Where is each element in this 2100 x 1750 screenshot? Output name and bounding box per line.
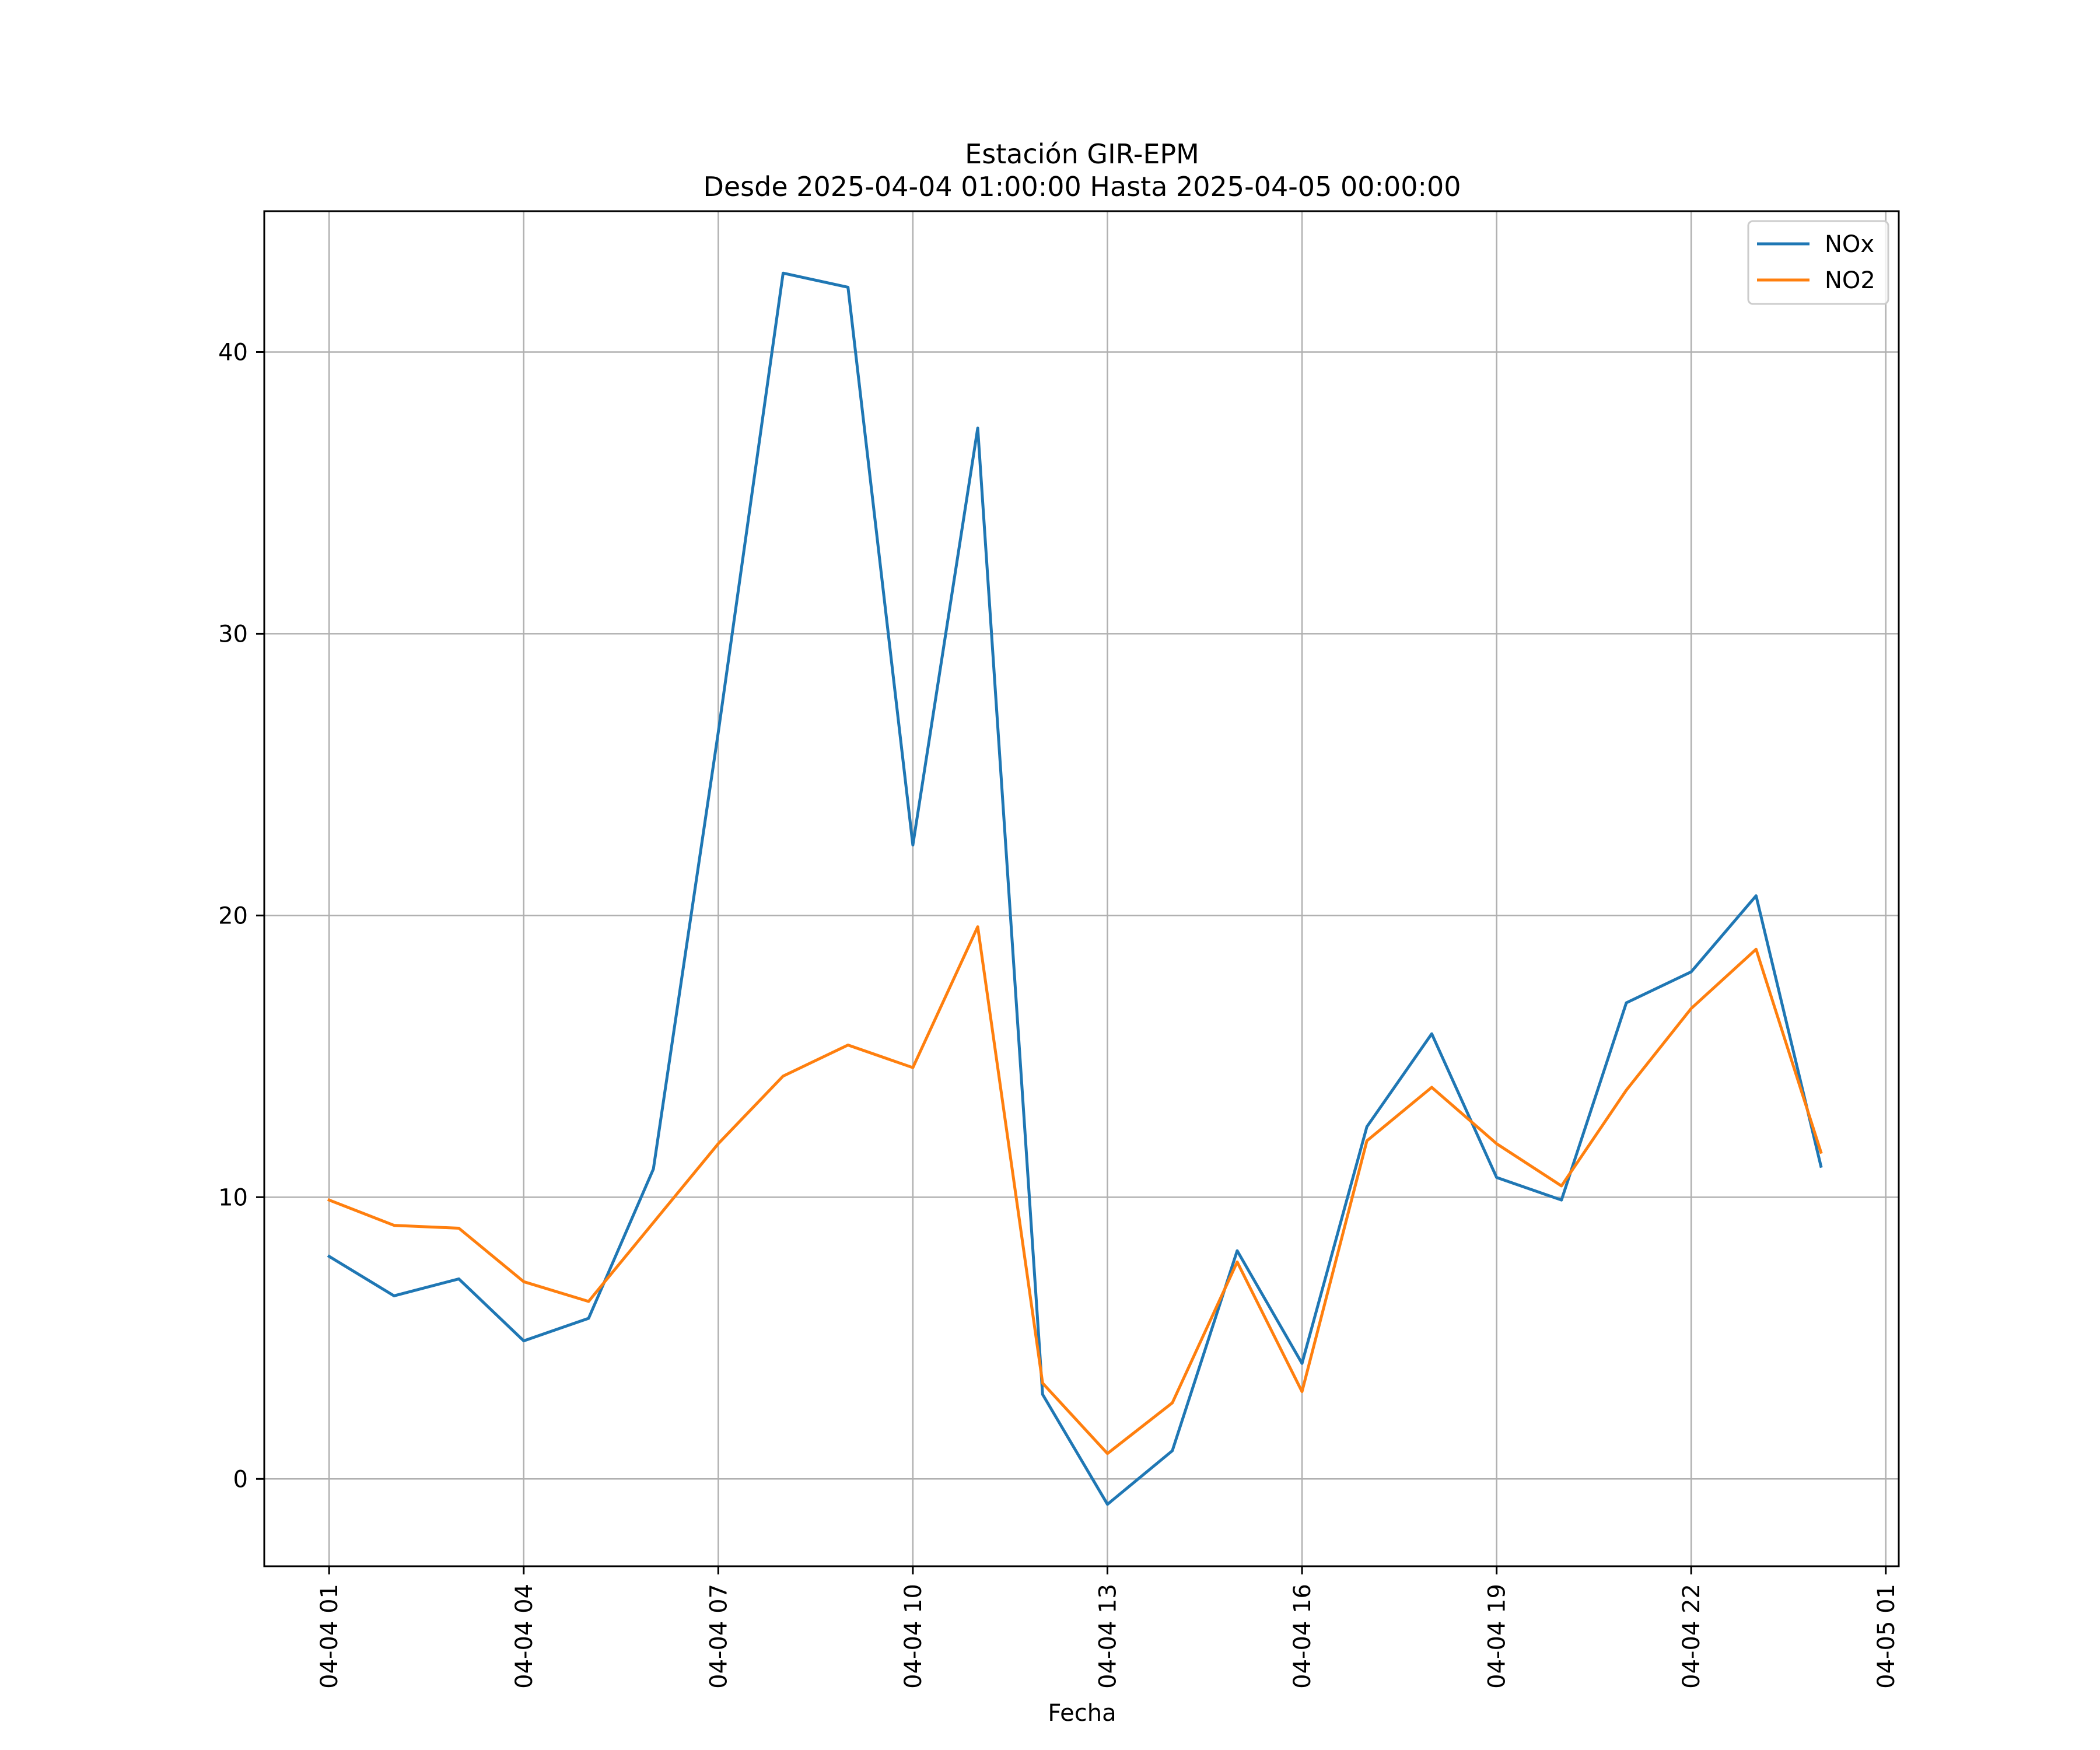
x-axis-label: Fecha	[1048, 1700, 1116, 1727]
series-line-nox	[327, 271, 1823, 1506]
x-tick-label: 04-04 13	[1094, 1584, 1121, 1689]
series-lines	[327, 271, 1823, 1506]
x-tick-label: 04-04 16	[1289, 1584, 1316, 1689]
legend: NOx NO2	[1747, 220, 1889, 305]
x-tick-label: 04-04 22	[1678, 1584, 1705, 1689]
legend-label-nox: NOx	[1825, 231, 1874, 258]
legend-label-no2: NO2	[1825, 267, 1875, 294]
y-tick-label: 30	[218, 621, 248, 648]
plot-area-frame	[263, 210, 1900, 1567]
y-tick-label: 20	[218, 902, 248, 929]
y-tick-label: 0	[233, 1466, 248, 1493]
x-tick-label: 04-04 19	[1484, 1584, 1511, 1689]
x-tick-label: 04-04 07	[705, 1584, 732, 1689]
series-line-no2	[327, 925, 1823, 1455]
y-axis-ticks: 0 10 20 30 40	[218, 339, 264, 1493]
x-axis-ticks: 04-04 01 04-04 04 04-04 07 04-04 10 04-04 13…	[316, 1566, 1900, 1689]
x-tick-label: 04-04 01	[316, 1584, 343, 1689]
chart-subtitle: Desde 2025-04-04 01:00:00 Hasta 2025-04-…	[703, 171, 1461, 202]
y-tick-label: 10	[218, 1184, 248, 1211]
y-tick-label: 40	[218, 339, 248, 366]
x-tick-label: 04-05 01	[1873, 1584, 1900, 1689]
chart-title: Estación GIR-EPM	[965, 138, 1199, 170]
grid	[264, 211, 1899, 1566]
x-tick-label: 04-04 04	[511, 1584, 538, 1689]
legend-frame	[1747, 220, 1889, 305]
x-tick-label: 04-04 10	[900, 1584, 927, 1689]
